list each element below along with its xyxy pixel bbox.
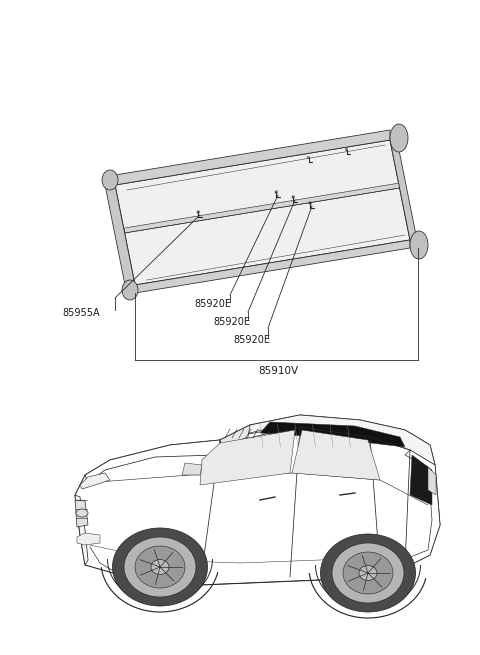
Text: 85920E: 85920E bbox=[233, 335, 270, 345]
Polygon shape bbox=[200, 430, 295, 485]
Polygon shape bbox=[410, 455, 432, 505]
Polygon shape bbox=[80, 473, 110, 489]
Polygon shape bbox=[395, 450, 440, 570]
Polygon shape bbox=[182, 463, 202, 475]
Polygon shape bbox=[75, 415, 440, 585]
Text: 85920E: 85920E bbox=[213, 317, 250, 327]
Text: 85955A: 85955A bbox=[62, 308, 100, 318]
Polygon shape bbox=[135, 240, 410, 293]
Polygon shape bbox=[75, 500, 88, 527]
Polygon shape bbox=[115, 140, 410, 285]
Polygon shape bbox=[125, 183, 399, 233]
Polygon shape bbox=[390, 140, 418, 245]
Ellipse shape bbox=[112, 528, 207, 606]
Ellipse shape bbox=[76, 509, 88, 517]
Polygon shape bbox=[292, 430, 380, 480]
Polygon shape bbox=[260, 422, 405, 447]
Ellipse shape bbox=[135, 546, 185, 588]
Ellipse shape bbox=[390, 124, 408, 152]
Ellipse shape bbox=[102, 170, 118, 190]
Ellipse shape bbox=[359, 565, 377, 580]
Text: 85920E: 85920E bbox=[194, 299, 231, 309]
Polygon shape bbox=[220, 415, 435, 465]
Ellipse shape bbox=[321, 534, 416, 612]
Text: 85910V: 85910V bbox=[259, 366, 299, 376]
Ellipse shape bbox=[343, 552, 393, 594]
Polygon shape bbox=[75, 495, 88, 565]
Polygon shape bbox=[428, 467, 436, 495]
Ellipse shape bbox=[151, 559, 169, 574]
Ellipse shape bbox=[332, 543, 404, 603]
Polygon shape bbox=[115, 130, 390, 185]
Polygon shape bbox=[85, 440, 222, 483]
Ellipse shape bbox=[122, 280, 138, 300]
Ellipse shape bbox=[410, 231, 428, 259]
Polygon shape bbox=[220, 425, 250, 447]
Polygon shape bbox=[77, 533, 100, 545]
Ellipse shape bbox=[124, 537, 196, 597]
Polygon shape bbox=[105, 185, 135, 285]
